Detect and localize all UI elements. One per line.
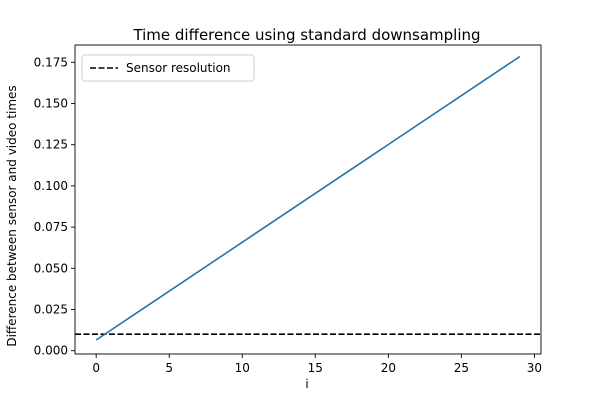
legend-box [81, 54, 255, 82]
y-axis-label: Difference between sensor and video time… [5, 85, 19, 346]
x-tick-label: 25 [454, 361, 469, 375]
legend-label-sensor-resolution: Sensor resolution [126, 61, 231, 75]
y-tick-label: 0.075 [34, 220, 68, 234]
x-tick-label: 30 [527, 361, 542, 375]
x-tick-label: 10 [235, 361, 250, 375]
y-tick-label: 0.025 [34, 303, 68, 317]
legend: Sensor resolution [81, 54, 255, 82]
x-tick-label: 5 [165, 361, 173, 375]
y-tick-label: 0.125 [34, 138, 68, 152]
x-tick-label: 20 [381, 361, 396, 375]
x-tick-label: 15 [308, 361, 323, 375]
plot-area [74, 44, 542, 355]
axis-ticks: 0 5 10 15 20 25 30 0.000 0.025 0.050 0.075 0.100 0.1… [34, 55, 542, 375]
y-tick-label: 0.150 [34, 97, 68, 111]
series-line-0 [95, 55, 521, 341]
chart-title: Time difference using standard downsampl… [132, 26, 480, 44]
axes-frame [74, 44, 542, 355]
x-axis-label: i [305, 377, 308, 391]
y-tick-label: 0.000 [34, 344, 68, 358]
y-tick-label: 0.050 [34, 261, 68, 275]
x-tick-label: 0 [92, 361, 100, 375]
y-tick-label: 0.175 [34, 55, 68, 69]
y-tick-label: 0.100 [34, 179, 68, 193]
